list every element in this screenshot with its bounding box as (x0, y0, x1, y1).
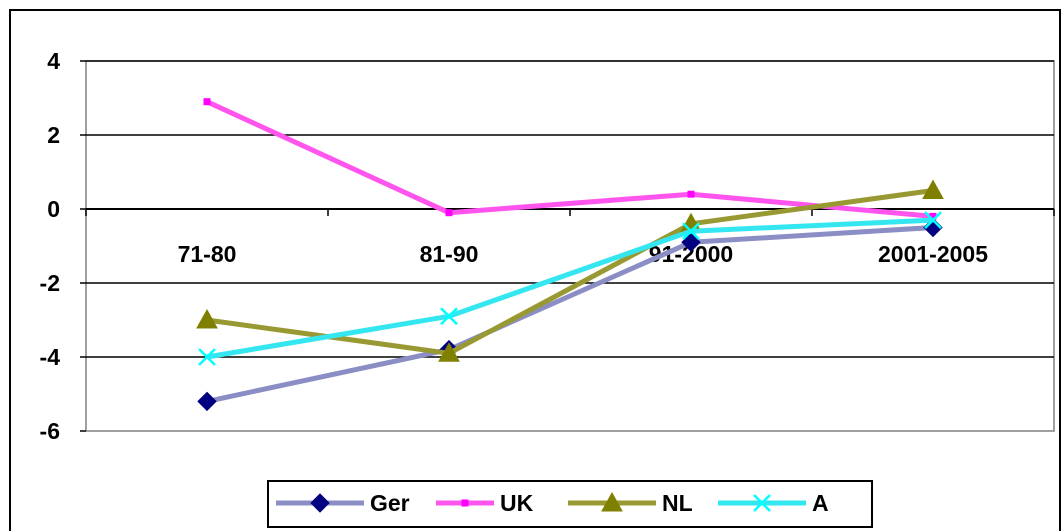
series-a (198, 211, 942, 366)
data-point (445, 209, 453, 217)
y-axis-ticks: 4 2 0 -2 -4 -6 (40, 48, 86, 444)
data-point (198, 348, 216, 366)
legend-item-a: A (718, 490, 829, 516)
y-tick-label: -2 (40, 270, 60, 296)
category-axis (85, 208, 1055, 216)
y-tick-label: -4 (40, 344, 61, 370)
data-point (196, 308, 218, 329)
data-point (687, 190, 695, 198)
legend-label: Ger (370, 490, 410, 516)
legend-marker (461, 499, 469, 507)
data-point (682, 222, 700, 241)
series-line (206, 225, 934, 404)
x-tick-label: 81-90 (420, 241, 479, 267)
legend-label: A (812, 490, 829, 516)
data-point (924, 211, 942, 229)
x-tick-label: 71-80 (178, 241, 237, 267)
legend-marker (310, 493, 330, 513)
data-point (203, 98, 211, 106)
legend: Ger UK NL A (267, 480, 873, 528)
data-point (440, 307, 458, 326)
data-point (929, 212, 937, 220)
legend-item-uk: UK (436, 490, 534, 516)
data-point (438, 342, 460, 362)
series-layer (196, 98, 944, 412)
data-point (681, 232, 701, 253)
legend-label: NL (662, 490, 693, 516)
legend-label: UK (500, 490, 534, 516)
legend-item-ger: Ger (276, 490, 410, 516)
y-tick-label: -6 (40, 418, 60, 444)
legend-item-nl: NL (568, 490, 693, 516)
series-line (206, 217, 934, 360)
x-tick-label: 2001-2005 (878, 241, 988, 267)
data-point (197, 391, 217, 412)
legend-marker (601, 491, 623, 512)
legend-marker (753, 494, 771, 512)
data-point (922, 179, 944, 199)
gridlines (86, 60, 1054, 358)
y-tick-label: 2 (47, 122, 60, 148)
y-tick-label: 0 (47, 196, 60, 222)
y-tick-label: 4 (47, 48, 60, 74)
